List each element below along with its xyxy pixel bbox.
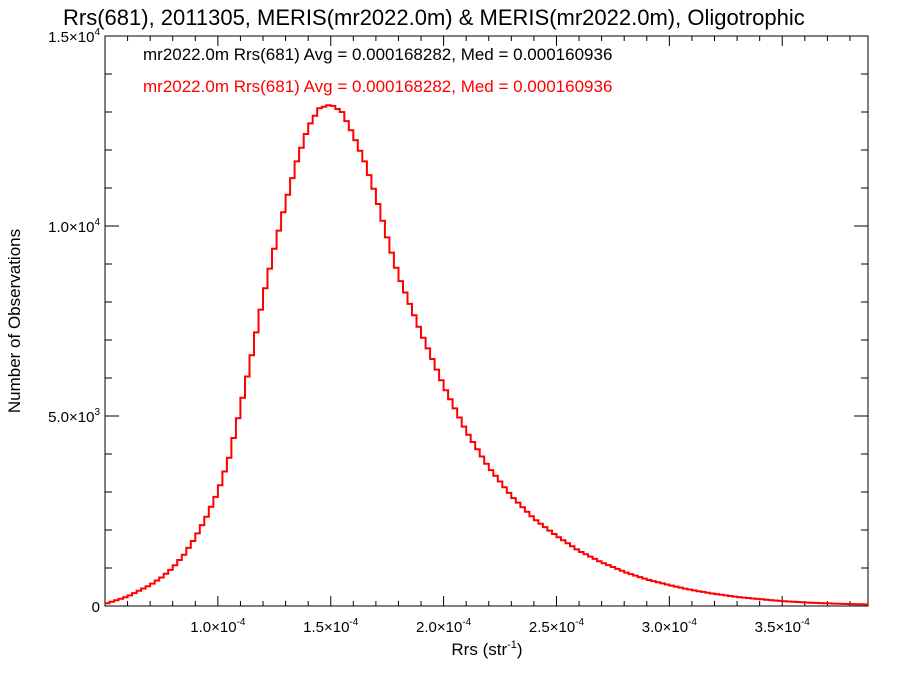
x-tick-label: 2.5×10-4 xyxy=(529,617,585,636)
y-tick-label-text: 1.5×10 xyxy=(48,29,94,46)
x-tick-label-exponent: -4 xyxy=(575,617,584,628)
x-tick-label: 1.5×10-4 xyxy=(303,617,359,636)
annotation-black: mr2022.0m Rrs(681) Avg = 0.000168282, Me… xyxy=(143,45,612,64)
x-axis-label-close: ) xyxy=(517,640,523,659)
y-tick-label-exponent: 4 xyxy=(94,27,100,38)
y-tick-label: 1.0×104 xyxy=(48,217,100,236)
y-tick-label-exponent: 4 xyxy=(94,217,100,228)
x-tick-label: 2.0×10-4 xyxy=(416,617,472,636)
x-tick-label-exponent: -4 xyxy=(462,617,471,628)
x-tick-label-exponent: -4 xyxy=(688,617,697,628)
x-tick-label-text: 2.5×10 xyxy=(529,619,575,636)
x-tick-label-exponent: -4 xyxy=(801,617,810,628)
plot-frame xyxy=(104,35,869,607)
y-tick-label: 1.5×104 xyxy=(48,27,100,46)
x-axis-label-text: Rrs (str xyxy=(451,640,507,659)
x-tick-label-text: 1.0×10 xyxy=(190,619,236,636)
x-tick-label: 3.5×10-4 xyxy=(755,617,811,636)
annotation-red: mr2022.0m Rrs(681) Avg = 0.000168282, Me… xyxy=(143,77,612,96)
y-tick-label-text: 5.0×10 xyxy=(48,409,94,426)
x-tick-label-text: 3.5×10 xyxy=(755,619,801,636)
x-axis-label: Rrs (str-1) xyxy=(451,639,522,659)
chart-title: Rrs(681), 2011305, MERIS(mr2022.0m) & ME… xyxy=(63,5,805,30)
x-tick-label-text: 2.0×10 xyxy=(416,619,462,636)
x-axis-ticks: 1.0×10-4 1.5×10-4 2.0×10-4 2.5×10-4 3.0×10-4… xyxy=(104,36,851,636)
histogram-series-line xyxy=(105,104,868,606)
x-tick-label-text: 1.5×10 xyxy=(303,619,349,636)
y-tick-label-exponent: 3 xyxy=(94,407,100,418)
y-tick-label-text: 0 xyxy=(92,599,100,616)
y-tick-label-text: 1.0×10 xyxy=(48,219,94,236)
y-tick-label: 0 xyxy=(92,599,100,616)
y-tick-label: 5.0×103 xyxy=(48,407,100,426)
x-axis-label-superscript: -1 xyxy=(507,639,517,651)
x-tick-label: 3.0×10-4 xyxy=(642,617,698,636)
x-tick-label: 1.0×10-4 xyxy=(190,617,246,636)
x-tick-label-exponent: -4 xyxy=(237,617,246,628)
x-tick-label-exponent: -4 xyxy=(349,617,358,628)
x-tick-label-text: 3.0×10 xyxy=(642,619,688,636)
y-axis-label: Number of Observations xyxy=(5,229,24,413)
